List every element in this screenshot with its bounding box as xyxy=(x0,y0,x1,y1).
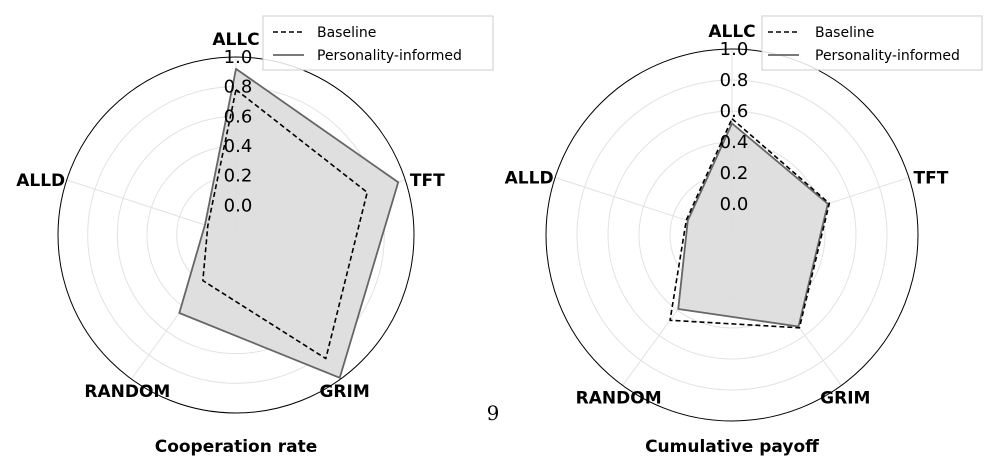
radar-chart-cumulative-payoff: 0.00.20.40.60.81.0ALLCTFTGRIMRANDOMALLD … xyxy=(505,15,983,457)
r-tick-label: 0.2 xyxy=(224,166,253,187)
r-tick-label: 0.6 xyxy=(720,101,749,122)
r-tick-label: 0.8 xyxy=(720,70,749,91)
category-label-random: RANDOM xyxy=(576,388,662,408)
chart-title: Cooperation rate xyxy=(155,437,318,457)
legend-label-personality: Personality-informed xyxy=(317,48,462,64)
category-label-grim: GRIM xyxy=(820,388,870,408)
r-tick-label: 0.4 xyxy=(224,136,253,157)
legend-label-baseline: Baseline xyxy=(317,25,376,41)
legend-label-personality: Personality-informed xyxy=(815,48,960,64)
category-label-grim: GRIM xyxy=(319,382,369,402)
category-label-random: RANDOM xyxy=(84,382,170,402)
series-baseline xyxy=(202,88,369,360)
legend-frame xyxy=(761,15,983,71)
category-label-tft: TFT xyxy=(410,171,445,191)
r-tick-label: 1.0 xyxy=(720,39,749,60)
r-tick-label: 0.6 xyxy=(224,106,253,127)
r-tick-label: 0.2 xyxy=(720,163,749,184)
legend-frame xyxy=(262,15,494,71)
radar-chart-cooperation-rate: 0.00.20.40.60.81.0ALLCTFTGRIMRANDOMALLD … xyxy=(16,15,494,457)
category-label-alld: ALLD xyxy=(505,169,554,189)
category-label-tft: TFT xyxy=(913,169,948,189)
radar-frame xyxy=(545,48,919,422)
r-tick-label: 1.0 xyxy=(224,47,253,68)
page-number: 9 xyxy=(487,401,500,425)
series-baseline xyxy=(669,117,831,329)
r-tick-label: 0.0 xyxy=(224,195,253,216)
r-tick-label: 0.0 xyxy=(720,194,749,215)
series-personality-informed xyxy=(677,122,829,328)
series-personality-informed xyxy=(178,67,400,379)
radar-frame xyxy=(57,56,415,414)
category-label-allc: ALLC xyxy=(212,30,259,50)
legend-label-baseline: Baseline xyxy=(815,25,874,41)
legend: Baseline Personality-informed xyxy=(262,15,494,71)
chart-title: Cumulative payoff xyxy=(645,437,819,457)
category-label-allc: ALLC xyxy=(708,22,755,42)
r-tick-label: 0.8 xyxy=(224,77,253,98)
r-tick-label: 0.4 xyxy=(720,132,749,153)
legend: Baseline Personality-informed xyxy=(761,15,983,71)
category-label-alld: ALLD xyxy=(16,171,65,191)
